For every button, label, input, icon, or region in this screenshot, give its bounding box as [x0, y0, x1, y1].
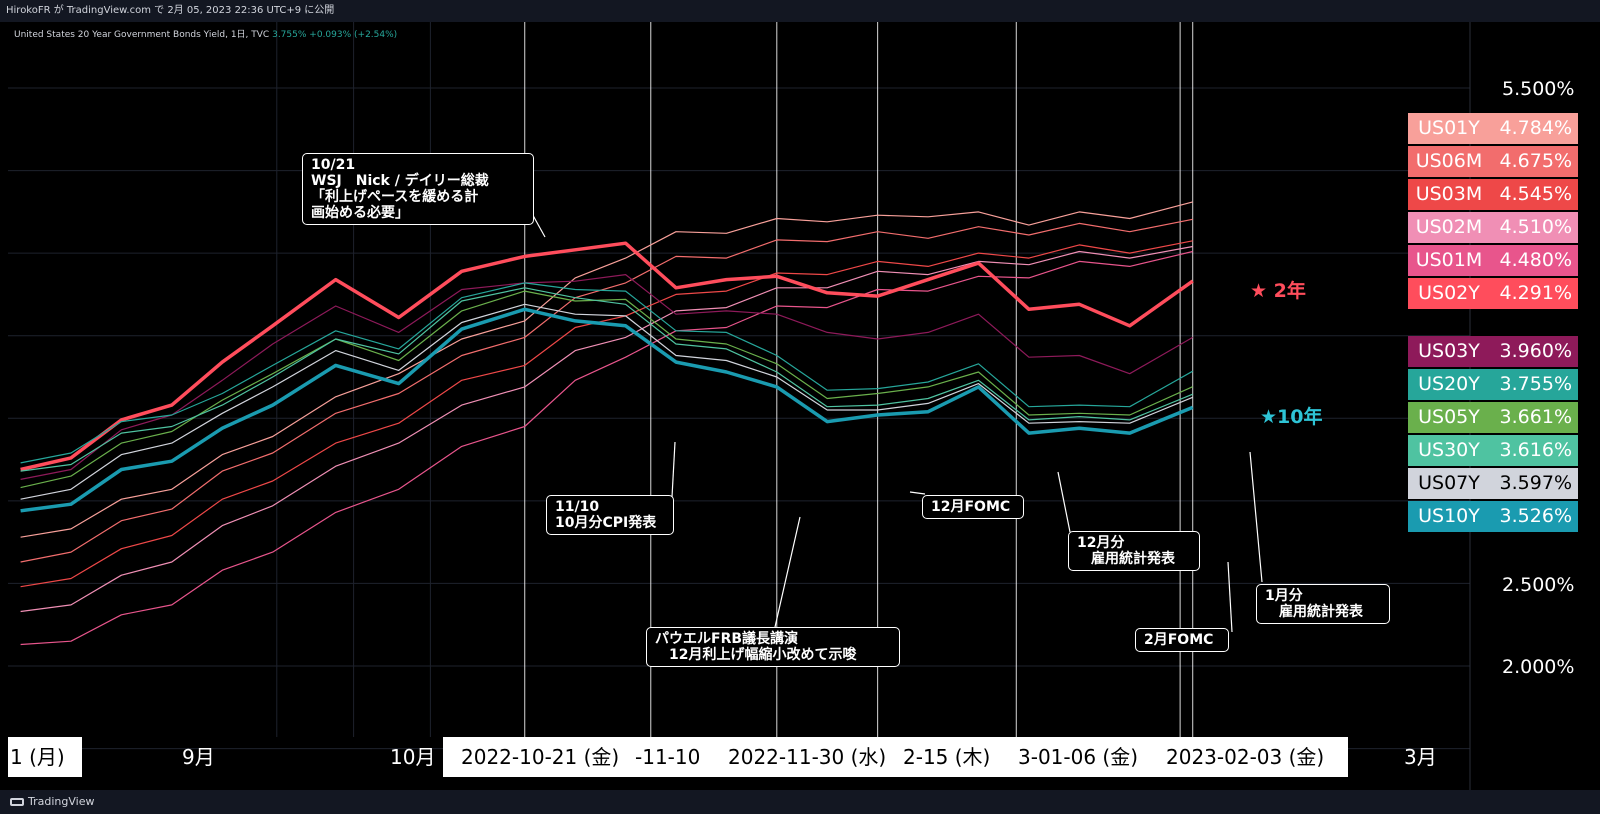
x-tick-mar: 3月 [1404, 745, 1437, 769]
star-icon: ★ [1250, 280, 1268, 302]
price-tag-us07y: US07Y 3.597% [1408, 468, 1578, 499]
annotation-1110: 11/10 10月分CPI発表 [546, 495, 674, 535]
x-tick-d1: 2022-10-21 (金) [461, 745, 620, 769]
series-us01m [20, 250, 1193, 646]
price-tag-value: 4.510% [1499, 216, 1572, 238]
connector-fomc2 [1227, 561, 1233, 633]
chart-legend: United States 20 Year Government Bonds Y… [14, 27, 397, 40]
x-tick-d4: 2-15 (木) [903, 745, 991, 769]
x-tick-d6: 2023-02-03 (金) [1166, 745, 1325, 769]
price-tag-us03m: US03M 4.545% [1408, 179, 1578, 210]
two-year-label: ★ 2年 [1250, 280, 1306, 302]
x-tick-d3: 2022-11-30 (水) [728, 745, 887, 769]
connector-jobs1 [1249, 451, 1263, 583]
connector-powell [774, 516, 801, 628]
price-tag-name: US20Y [1418, 373, 1480, 395]
price-tag-value: 4.675% [1499, 150, 1572, 172]
price-tag-us01m: US01M 4.480% [1408, 245, 1578, 276]
x-tick-d2: -11-10 [635, 745, 701, 769]
series-us05y [20, 290, 1193, 489]
y-tick-2500: 2.500% [1502, 574, 1575, 596]
price-tag-us05y: US05Y 3.661% [1408, 402, 1578, 433]
price-tag-us03y: US03Y 3.960% [1408, 336, 1578, 367]
annotation-powell: パウエルFRB議長講演 12月利上げ幅縮小改めて示唆 [646, 627, 900, 667]
price-tag-name: US03Y [1418, 340, 1480, 362]
price-tag-name: US02Y [1418, 282, 1480, 304]
yield-chart[interactable] [0, 22, 1600, 790]
price-tag-name: US30Y [1418, 439, 1480, 461]
tradingview-logo-icon [10, 798, 24, 806]
price-tag-value: 3.526% [1499, 505, 1572, 527]
price-tag-us30y: US30Y 3.616% [1408, 435, 1578, 466]
price-tag-value: 3.960% [1499, 340, 1572, 362]
price-tag-name: US05Y [1418, 406, 1480, 428]
legend-symbol: United States 20 Year Government Bonds Y… [14, 30, 270, 40]
price-tag-us02y: US02Y 4.291% [1408, 278, 1578, 309]
price-tag-us20y: US20Y 3.755% [1408, 369, 1578, 400]
price-tag-name: US01M [1415, 249, 1483, 271]
series-us01y [20, 201, 1193, 538]
series-us20y [20, 282, 1193, 464]
series-us02m [20, 245, 1193, 613]
annotation-fomc12: 12月FOMC [922, 495, 1024, 519]
price-tag-name: US10Y [1418, 505, 1480, 527]
y-tick-2000: 2.000% [1502, 656, 1575, 678]
price-tag-value: 3.755% [1499, 373, 1572, 395]
price-tag-value: 4.291% [1499, 282, 1572, 304]
series-us03y [20, 274, 1193, 480]
series-us07y [20, 303, 1193, 500]
series-us10y [20, 307, 1194, 513]
price-tag-name: US06M [1415, 150, 1483, 172]
price-tag-name: US03M [1415, 183, 1483, 205]
series-us30y [20, 287, 1193, 472]
x-tick-left: 1 (月) [8, 737, 82, 777]
price-tag-value: 3.661% [1499, 406, 1572, 428]
publish-header: HirokoFR が TradingView.com で 2月 05, 2023… [0, 0, 1600, 22]
x-tick-oct: 10月 [390, 745, 436, 769]
y-tick-5500: 5.500% [1502, 78, 1575, 100]
price-tag-value: 4.784% [1499, 117, 1572, 139]
price-tag-us02m: US02M 4.510% [1408, 212, 1578, 243]
price-tag-us01y: US01Y 4.784% [1408, 113, 1578, 144]
annotation-fomc2: 2月FOMC [1135, 628, 1229, 652]
price-tag-value: 4.480% [1499, 249, 1572, 271]
connector-fomc12 [909, 491, 926, 495]
publish-text: HirokoFR が TradingView.com で 2月 05, 2023… [6, 5, 335, 16]
x-tick-d5: 3-01-06 (金) [1018, 745, 1139, 769]
annotation-1021: 10/21 WSJ Nick / デイリー総裁 「利上げペースを緩める計 画始め… [302, 153, 534, 225]
price-tag-name: US01Y [1418, 117, 1480, 139]
footer-brand: TradingView [28, 795, 95, 808]
price-tag-value: 3.616% [1499, 439, 1572, 461]
footer: TradingView [0, 790, 1600, 814]
x-axis-highlight: 2022-10-21 (金) -11-10 2022-11-30 (水) 2-1… [443, 737, 1348, 777]
connector-1110 [671, 441, 676, 498]
price-tag-name: US02M [1415, 216, 1483, 238]
series-us06m [20, 218, 1193, 563]
x-tick-sep: 9月 [182, 745, 215, 769]
legend-value: 3.755% [272, 30, 307, 40]
legend-change: +0.093% (+2.54%) [309, 30, 398, 40]
ten-year-label: ★10年 [1260, 406, 1323, 428]
connector-jobs12 [1057, 471, 1071, 533]
annotation-jobs1: 1月分 雇用統計発表 [1256, 584, 1390, 624]
price-tag-us10y: US10Y 3.526% [1408, 501, 1578, 532]
price-tag-value: 3.597% [1499, 472, 1572, 494]
price-tag-us06m: US06M 4.675% [1408, 146, 1578, 177]
annotation-jobs12: 12月分 雇用統計発表 [1068, 531, 1200, 571]
series-us02y [20, 241, 1194, 472]
star-icon: ★ [1260, 406, 1278, 428]
price-tag-name: US07Y [1418, 472, 1480, 494]
price-tag-value: 4.545% [1499, 183, 1572, 205]
